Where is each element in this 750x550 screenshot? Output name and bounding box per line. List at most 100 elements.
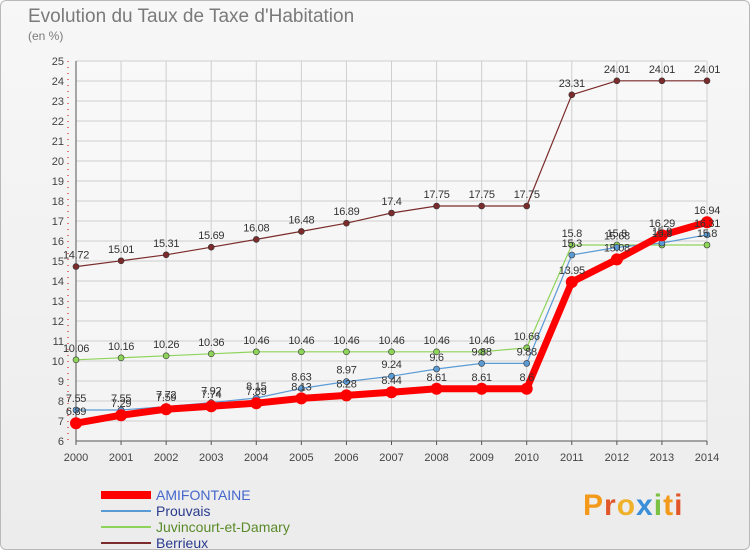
data-label: 15.68 — [604, 230, 630, 242]
y-tick-label: 20 — [52, 156, 64, 168]
data-label: 7.55 — [66, 393, 86, 405]
data-point — [72, 263, 80, 270]
data-label: 16.08 — [243, 222, 269, 234]
data-point — [475, 382, 488, 395]
data-point — [385, 386, 398, 399]
data-label: 8.63 — [291, 371, 311, 383]
x-tick-label: 2013 — [650, 452, 674, 464]
data-label: 9.6 — [429, 352, 444, 364]
data-label: 8.6 — [520, 372, 535, 384]
data-point — [703, 231, 711, 239]
data-point — [162, 352, 170, 360]
y-tick-label: 12 — [52, 316, 64, 328]
data-label: 10.36 — [198, 337, 224, 349]
data-label: 10.46 — [333, 335, 359, 347]
x-tick-label: 2003 — [199, 452, 223, 464]
data-point — [703, 241, 711, 249]
data-point — [523, 344, 531, 352]
data-point — [613, 77, 621, 85]
data-point — [568, 251, 576, 259]
data-point — [340, 389, 353, 402]
data-label: 7.55 — [111, 393, 131, 405]
x-tick-label: 2001 — [109, 452, 133, 464]
data-label: 15.9 — [652, 226, 672, 238]
data-label: 16.48 — [288, 214, 314, 226]
data-point — [655, 229, 668, 242]
proxiti-logo: Proxiti — [583, 489, 683, 523]
y-tick-label: 18 — [52, 196, 64, 208]
x-tick-label: 2006 — [334, 452, 358, 464]
data-point — [478, 202, 485, 210]
y-tick-label: 10 — [52, 356, 64, 368]
y-tick-label: 16 — [52, 236, 64, 248]
data-point — [568, 241, 576, 249]
data-label: 9.88 — [517, 346, 537, 358]
data-label: 23.31 — [559, 78, 585, 90]
x-tick-label: 2007 — [379, 452, 403, 464]
x-tick-label: 2009 — [469, 452, 493, 464]
chart-unit-label: (en %) — [28, 29, 64, 43]
y-tick-label: 13 — [52, 296, 64, 308]
data-point — [430, 382, 443, 395]
data-label: 24.01 — [649, 64, 675, 76]
data-label: 17.75 — [514, 189, 540, 201]
data-point — [252, 348, 260, 356]
data-label: 15.8 — [607, 228, 627, 240]
data-label: 10.06 — [63, 343, 89, 355]
data-point — [72, 406, 80, 414]
x-tick-label: 2000 — [64, 452, 88, 464]
x-tick-label: 2004 — [244, 452, 268, 464]
logo-letter: i — [674, 489, 684, 522]
data-label: 10.46 — [378, 335, 404, 347]
logo-letter: r — [604, 489, 617, 522]
data-point — [658, 77, 666, 85]
data-label: 16.94 — [694, 205, 720, 217]
data-label: 16.29 — [649, 218, 675, 230]
data-label: 15.3 — [562, 238, 582, 250]
data-point — [115, 409, 128, 422]
data-point — [252, 236, 260, 243]
data-point — [250, 397, 263, 410]
data-label: 16.31 — [694, 218, 720, 230]
data-label: 6.89 — [66, 406, 86, 418]
data-label: 8.44 — [381, 375, 401, 387]
data-point — [205, 400, 218, 413]
data-label: 10.16 — [108, 341, 134, 353]
y-tick-label: 25 — [52, 56, 64, 68]
data-label: 7.72 — [156, 390, 176, 402]
data-label: 7.59 — [156, 392, 176, 404]
data-label: 24.01 — [604, 64, 630, 76]
y-tick-label: 11 — [53, 336, 64, 348]
data-point — [388, 209, 395, 217]
y-tick-label: 23 — [52, 96, 64, 108]
logo-letter: i — [653, 489, 664, 522]
data-label: 15.8 — [562, 228, 582, 240]
data-point — [703, 77, 711, 85]
data-label: 13.95 — [559, 265, 585, 277]
legend-swatch — [101, 542, 151, 544]
data-label: 14.72 — [63, 250, 89, 262]
legend-label: Prouvais — [156, 503, 211, 519]
data-label: 24.01 — [694, 64, 720, 76]
data-point — [433, 348, 440, 356]
data-point — [433, 365, 440, 373]
data-point — [117, 354, 125, 362]
data-point — [160, 403, 173, 416]
data-label: 10.46 — [424, 335, 450, 347]
data-label: 10.66 — [514, 331, 540, 343]
data-label: 15.01 — [108, 244, 134, 256]
data-label: 15.08 — [604, 242, 630, 254]
data-point — [478, 348, 485, 356]
y-tick-label: 15 — [52, 256, 64, 268]
data-label: 9.88 — [472, 346, 492, 358]
data-label: 7.29 — [111, 398, 131, 410]
data-label: 17.75 — [424, 189, 450, 201]
data-point — [388, 348, 395, 356]
data-point — [162, 251, 170, 259]
data-point — [520, 382, 533, 395]
data-label: 7.92 — [201, 386, 221, 398]
data-point — [523, 202, 531, 210]
y-tick-label: 6 — [58, 436, 64, 448]
x-tick-label: 2008 — [424, 452, 448, 464]
